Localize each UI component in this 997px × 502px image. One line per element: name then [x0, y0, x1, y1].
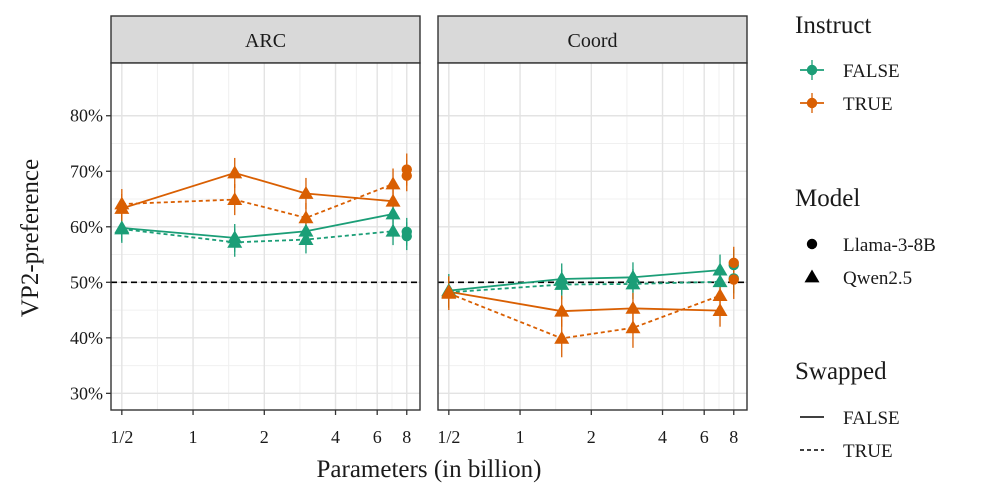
data-point-qwen	[298, 210, 314, 224]
x-tick-label: 6	[700, 427, 709, 447]
legend-instruct-label: FALSE	[843, 61, 900, 82]
x-tick-label: 4	[331, 427, 340, 447]
series-line-qwen-instruct-true-swapped-true	[121, 183, 394, 219]
data-point-qwen	[298, 223, 314, 237]
data-point-llama	[401, 170, 412, 181]
legend-instruct-marker	[806, 64, 818, 76]
facet-strip	[110, 15, 421, 64]
data-point-qwen	[712, 288, 728, 302]
x-tick-label: 6	[373, 427, 382, 447]
data-point-llama	[728, 274, 739, 285]
data-point-qwen	[227, 192, 243, 205]
data-point-qwen	[625, 276, 641, 290]
series-line-qwen-instruct-false-swapped-false	[448, 269, 721, 292]
legend-model-triangle-marker	[804, 269, 820, 283]
data-point-qwen	[385, 223, 401, 237]
x-tick-label: 2	[260, 427, 269, 447]
y-tick-label: 80%	[70, 106, 103, 126]
series-line-qwen-instruct-true-swapped-true	[448, 292, 721, 340]
legend-swapped: Swapped FALSE TRUE	[795, 358, 900, 462]
x-tick-label: 1	[516, 427, 525, 447]
y-tick-label: 30%	[70, 383, 103, 403]
x-tick-label: 1/2	[110, 427, 133, 447]
series-line-qwen-instruct-true-swapped-false	[121, 171, 394, 210]
data-point-qwen	[625, 300, 641, 314]
data-point-qwen	[554, 277, 570, 290]
legend-instruct-marker	[806, 97, 818, 109]
facet-arc: ARC 1/2 1 2 4 6 8 30% 40% 50% 60% 70% 80%	[70, 15, 421, 447]
data-point-qwen	[227, 234, 243, 248]
y-tick-label: 70%	[70, 161, 103, 181]
data-point-qwen	[385, 176, 401, 190]
panel-background	[438, 63, 747, 410]
facet-coord: Coord 1/2 1 2 4 6 8	[437, 15, 748, 447]
data-point-qwen	[712, 303, 728, 317]
data-point-qwen	[712, 274, 728, 288]
series-line-qwen-instruct-false-swapped-false	[121, 213, 394, 239]
panel-border	[110, 62, 421, 411]
data-point-qwen	[114, 196, 130, 210]
data-point-qwen	[227, 165, 243, 179]
panel-border	[437, 62, 748, 411]
data-point-qwen	[554, 330, 570, 344]
facet-strip-label: ARC	[245, 30, 286, 52]
x-tick-label: 8	[729, 427, 738, 447]
series-line-qwen-instruct-false-swapped-true	[121, 228, 394, 244]
legend-model-label: Qwen2.5	[843, 268, 912, 289]
data-point-qwen	[114, 221, 130, 235]
y-tick-label: 60%	[70, 217, 103, 237]
data-point-qwen	[625, 320, 641, 334]
y-tick-label: 40%	[70, 328, 103, 348]
x-tick-label: 8	[402, 427, 411, 447]
panel-background	[111, 63, 420, 410]
data-point-qwen	[298, 232, 314, 245]
data-point-qwen	[441, 285, 457, 299]
legend-instruct: Instruct FALSE TRUE	[795, 12, 900, 115]
y-axis-title: VP2-preference	[17, 159, 44, 317]
data-point-llama	[401, 231, 412, 242]
facet-strip-label: Coord	[568, 30, 618, 52]
series-line-qwen-instruct-false-swapped-true	[448, 280, 721, 294]
x-tick-label: 4	[658, 427, 667, 447]
data-point-qwen	[385, 193, 401, 207]
x-tick-label: 1	[189, 427, 198, 447]
data-point-qwen	[554, 303, 570, 317]
facet-strip	[437, 15, 748, 64]
x-tick-label: 1/2	[437, 427, 460, 447]
x-tick-label: 2	[587, 427, 596, 447]
legend-swapped-label: TRUE	[843, 441, 893, 462]
legend-instruct-label: TRUE	[843, 94, 893, 115]
legend-model-circle-marker	[806, 238, 818, 250]
legend-model-label: Llama-3-8B	[843, 235, 936, 256]
data-point-llama	[728, 257, 739, 269]
legend: Instruct FALSE TRUE Model Llama-3-8B Qwen2.5 S…	[795, 12, 936, 462]
legend-swapped-title: Swapped	[795, 358, 887, 385]
data-point-qwen	[298, 185, 314, 199]
legend-swapped-label: FALSE	[843, 408, 900, 429]
y-tick-label: 50%	[70, 272, 103, 292]
legend-instruct-title: Instruct	[795, 12, 871, 39]
series-line-qwen-instruct-true-swapped-false	[448, 290, 721, 313]
data-point-qwen	[385, 206, 401, 220]
data-point-qwen	[712, 262, 728, 276]
legend-model: Model Llama-3-8B Qwen2.5	[795, 185, 936, 289]
data-point-qwen	[625, 269, 641, 283]
legend-model-title: Model	[795, 185, 860, 212]
x-axis-title: Parameters (in billion)	[317, 456, 542, 483]
